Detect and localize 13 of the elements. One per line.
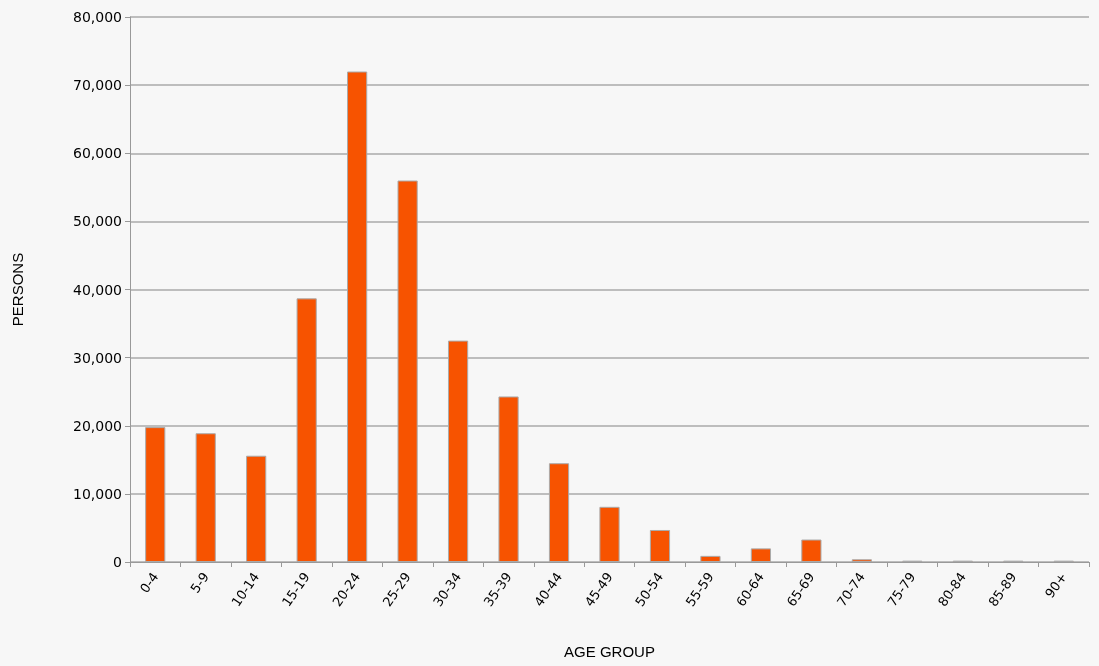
y-tick-label: 10,000 <box>73 485 122 502</box>
y-tick-label: 60,000 <box>73 145 122 162</box>
x-tick-label: 0-4 <box>136 569 162 596</box>
x-tick-label: 5-9 <box>187 569 212 596</box>
y-tick-label: 70,000 <box>73 77 122 94</box>
x-axis-title: AGE GROUP <box>564 643 655 660</box>
y-tick-label: 80,000 <box>73 9 122 25</box>
y-tick-label: 50,000 <box>73 213 122 230</box>
y-tick-label: 20,000 <box>73 417 122 434</box>
y-tick-label: 0 <box>113 554 122 570</box>
y-tick-label: 40,000 <box>73 281 122 298</box>
y-axis-title: PERSONS <box>9 252 26 327</box>
y-tick-label: 30,000 <box>73 349 122 366</box>
